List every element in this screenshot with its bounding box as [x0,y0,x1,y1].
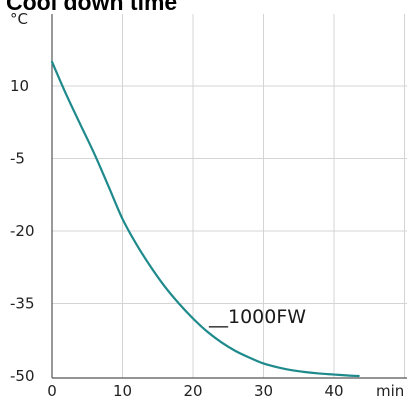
y-tick-label: -20 [10,222,35,240]
label-layer: -50 -35 -20 -5 10 0 10 20 30 40 °C min __1000FW [10,10,404,400]
series-label-1000fw: __1000FW [208,306,306,328]
x-tick-label: 30 [254,382,273,400]
axis-layer [51,14,407,379]
y-tick-label: -5 [10,150,25,168]
y-tick-label: -50 [10,367,35,385]
chart-title: Cool down time [6,0,178,15]
series-line-1000fw [50,60,360,378]
y-axis-unit: °C [10,10,28,28]
x-axis-unit: min [376,382,404,400]
grid-layer [52,14,407,378]
series-layer [50,60,360,378]
y-tick-label: 10 [10,77,29,95]
x-tick-label: 40 [324,382,343,400]
x-tick-label: 0 [47,382,57,400]
x-tick-label: 20 [183,382,202,400]
x-tick-label: 10 [113,382,132,400]
y-tick-label: -35 [10,295,35,313]
